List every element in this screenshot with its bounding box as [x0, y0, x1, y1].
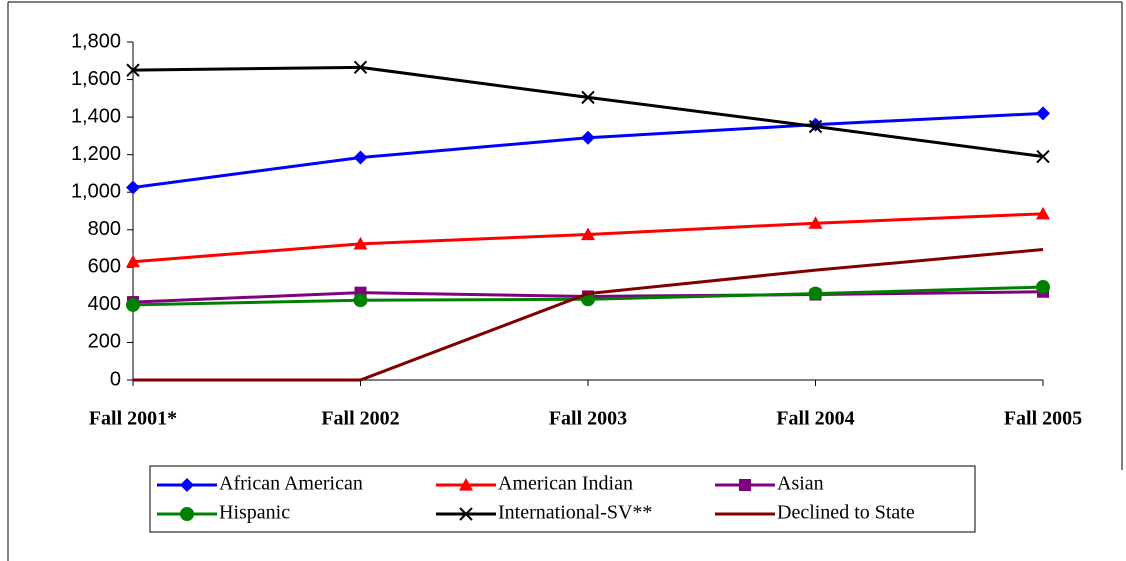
- legend-label: International-SV**: [498, 502, 652, 524]
- data-point: [1036, 149, 1050, 164]
- y-tick-label: 1,000: [71, 181, 121, 203]
- legend-label: American Indian: [498, 473, 633, 495]
- legend-label: Declined to State: [777, 502, 915, 524]
- data-point: [1036, 206, 1050, 220]
- data-point: [353, 60, 368, 75]
- data-point: [808, 286, 823, 301]
- data-point: [126, 254, 140, 268]
- series-line: [133, 248, 1044, 382]
- y-tick-label: 800: [88, 218, 121, 240]
- legend-label: Hispanic: [219, 502, 290, 524]
- y-tick-label: 1,200: [71, 143, 121, 165]
- legend-label: African American: [219, 473, 363, 495]
- series-line: [132, 111, 1044, 190]
- data-point: [126, 297, 140, 312]
- y-tick-label: 1,600: [71, 68, 121, 90]
- x-tick-label: Fall 2004: [776, 408, 854, 430]
- data-point: [581, 90, 595, 105]
- x-tick-label: Fall 2003: [549, 408, 627, 430]
- legend-marker: [459, 478, 473, 491]
- data-point: [808, 216, 823, 229]
- data-point: [808, 119, 823, 134]
- y-tick-label: 600: [88, 256, 121, 278]
- y-tick-label: 400: [88, 293, 121, 315]
- legend-marker: [739, 479, 751, 491]
- y-tick-label: 1,800: [71, 30, 121, 52]
- x-tick-label: Fall 2005: [1004, 408, 1082, 430]
- data-point: [126, 63, 140, 77]
- y-tick-label: 0: [110, 368, 121, 390]
- legend-marker: [459, 507, 473, 521]
- legend-box: [149, 465, 976, 533]
- data-point: [581, 130, 595, 145]
- data-point: [353, 293, 368, 308]
- data-point: [1036, 280, 1050, 295]
- y-tick-label: 1,400: [71, 105, 121, 127]
- x-tick-label: Fall 2001*: [89, 408, 177, 430]
- x-tick-label: Fall 2002: [321, 408, 399, 430]
- data-point: [126, 180, 140, 195]
- data-point: [353, 236, 368, 250]
- legend-label: Asian: [777, 473, 824, 495]
- data-point: [1036, 106, 1050, 121]
- data-point: [353, 150, 368, 165]
- y-tick-label: 200: [88, 331, 121, 353]
- legend-marker: [180, 507, 194, 521]
- data-point: [581, 227, 595, 241]
- legend-marker: [180, 478, 194, 492]
